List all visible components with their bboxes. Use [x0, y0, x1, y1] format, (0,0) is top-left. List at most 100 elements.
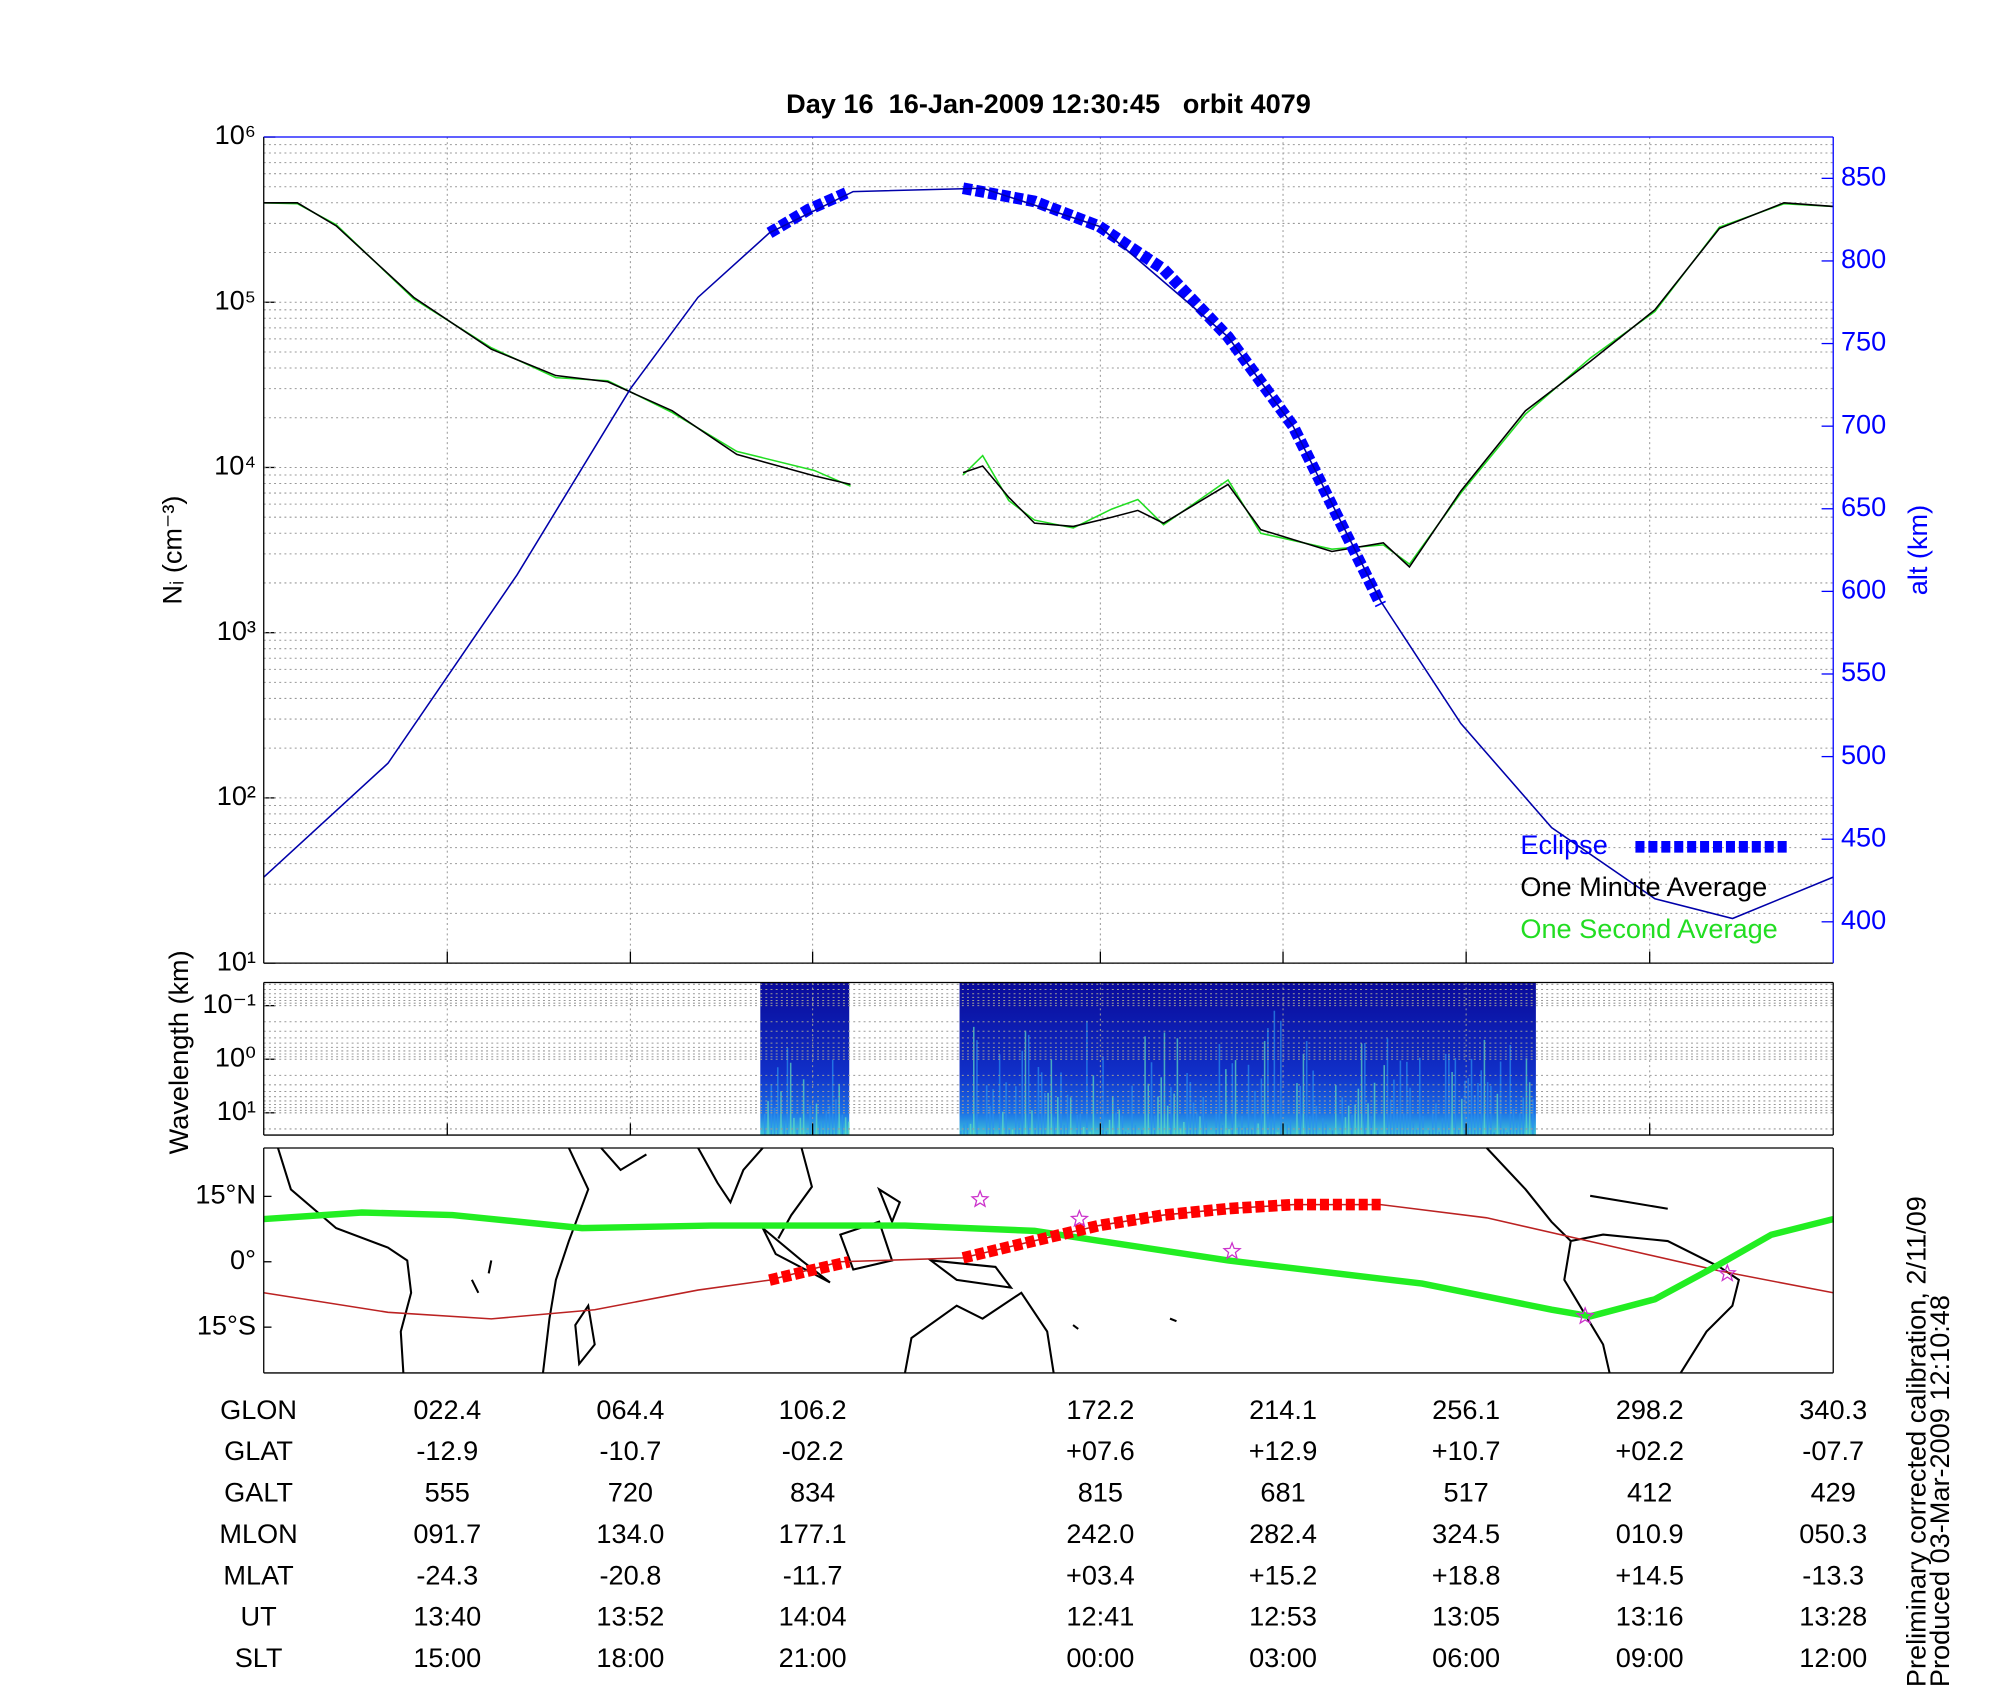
y-tick-label: 15°S — [197, 1309, 256, 1340]
y2-tick-label: 550 — [1841, 656, 1886, 687]
table-cell: 324.5 — [1432, 1518, 1500, 1549]
table-cell: 177.1 — [779, 1518, 847, 1549]
table-cell: -10.7 — [599, 1435, 661, 1466]
table-cell: -12.9 — [416, 1435, 478, 1466]
series-line — [768, 1198, 1381, 1286]
table-cell: 681 — [1260, 1477, 1305, 1508]
y2-tick-label: 500 — [1841, 739, 1886, 770]
table-cell: 12:53 — [1249, 1601, 1317, 1632]
y-tick-label: 10⁻¹ — [202, 988, 256, 1019]
table-cell: 340.3 — [1799, 1394, 1867, 1425]
y-tick-label: 15°N — [195, 1179, 256, 1210]
table-cell: -24.3 — [416, 1559, 478, 1590]
star-marker — [970, 1189, 990, 1208]
table-cell: 022.4 — [413, 1394, 481, 1425]
row-label: MLAT — [223, 1559, 293, 1590]
row-label: GLAT — [224, 1435, 293, 1466]
star-marker — [1069, 1208, 1090, 1228]
y-tick-label: 0° — [230, 1244, 256, 1275]
y-tick-label: 10⁵ — [215, 284, 256, 315]
series-line — [263, 187, 1834, 920]
table-cell: +18.8 — [1432, 1559, 1501, 1590]
coastline — [600, 1147, 764, 1205]
table-cell: 12:00 — [1799, 1642, 1867, 1673]
y2-tick-label: 700 — [1841, 408, 1886, 439]
table-cell: +07.6 — [1066, 1435, 1135, 1466]
coastline — [541, 1147, 590, 1374]
table-cell: 050.3 — [1799, 1518, 1867, 1549]
table-cell: 256.1 — [1432, 1394, 1500, 1425]
table-cell: 010.9 — [1616, 1518, 1684, 1549]
table-cell: 720 — [608, 1477, 653, 1508]
table-cell: 282.4 — [1249, 1518, 1317, 1549]
legend-label: One Second Average — [1520, 913, 1777, 944]
y-tick-label: 10³ — [217, 615, 256, 646]
y-tick-label: 10² — [217, 780, 256, 811]
y-tick-label: 10¹ — [217, 945, 256, 976]
y-tick-label: 10⁴ — [214, 450, 256, 481]
table-cell: 03:00 — [1249, 1642, 1317, 1673]
table-cell: +03.4 — [1066, 1559, 1135, 1590]
y2-tick-label: 750 — [1841, 326, 1886, 357]
table-cell: 091.7 — [413, 1518, 481, 1549]
coastline — [470, 1260, 1177, 1330]
y-axis-label: Nᵢ (cm⁻³) — [157, 496, 188, 605]
table-cell: 214.1 — [1249, 1394, 1317, 1425]
table-cell: 134.0 — [596, 1518, 664, 1549]
star-marker — [1717, 1263, 1737, 1282]
y2-tick-label: 600 — [1841, 574, 1886, 605]
table-cell: 13:52 — [596, 1601, 664, 1632]
table-cell: 815 — [1078, 1477, 1123, 1508]
table-cell: 298.2 — [1616, 1394, 1684, 1425]
y2-tick-label: 650 — [1841, 491, 1886, 522]
table-cell: 172.2 — [1066, 1394, 1134, 1425]
series-line — [263, 202, 1834, 569]
table-cell: -13.3 — [1802, 1559, 1864, 1590]
table-cell: 15:00 — [413, 1642, 481, 1673]
table-cell: 555 — [425, 1477, 470, 1508]
star-marker — [1222, 1241, 1242, 1260]
table-cell: 13:16 — [1616, 1601, 1684, 1632]
table-cell: +15.2 — [1249, 1559, 1318, 1590]
y2-tick-label: 850 — [1841, 161, 1886, 192]
table-cell: -20.8 — [599, 1559, 661, 1590]
table-cell: 064.4 — [596, 1394, 664, 1425]
y2-tick-label: 400 — [1841, 904, 1886, 935]
y-tick-label: 10¹ — [217, 1095, 256, 1126]
table-cell: 18:00 — [596, 1642, 664, 1673]
legend-label: Eclipse — [1520, 829, 1607, 860]
legend-label: One Minute Average — [1520, 871, 1767, 902]
chart-title: Day 16 16-Jan-2009 12:30:45 orbit 4079 — [786, 88, 1311, 119]
table-cell: +10.7 — [1432, 1435, 1501, 1466]
table-cell: 14:04 — [779, 1601, 847, 1632]
y-axis-label: Wavelength (km) — [163, 950, 194, 1154]
table-cell: -07.7 — [1802, 1435, 1864, 1466]
table-cell: 13:05 — [1432, 1601, 1500, 1632]
y-tick-label: 10⁶ — [215, 119, 256, 150]
row-label: SLT — [235, 1642, 283, 1673]
table-cell: -02.2 — [782, 1435, 844, 1466]
series-line — [263, 1209, 1835, 1320]
table-cell: 09:00 — [1616, 1642, 1684, 1673]
table-cell: 13:28 — [1799, 1601, 1867, 1632]
y2-tick-label: 800 — [1841, 243, 1886, 274]
note: Produced 03-Mar-2009 12:10:48 — [1924, 1295, 1955, 1687]
table-cell: 06:00 — [1432, 1642, 1500, 1673]
star-marker — [1575, 1306, 1595, 1325]
table-cell: 12:41 — [1066, 1601, 1134, 1632]
y2-axis-label: alt (km) — [1902, 505, 1933, 595]
y-tick-label: 10⁰ — [215, 1041, 256, 1072]
table-cell: 412 — [1627, 1477, 1672, 1508]
table-cell: +14.5 — [1615, 1559, 1684, 1590]
table-cell: -11.7 — [783, 1559, 843, 1590]
coastline — [903, 1291, 1055, 1374]
table-cell: 21:00 — [779, 1642, 847, 1673]
coastline — [276, 1147, 413, 1373]
table-cell: 517 — [1444, 1477, 1489, 1508]
table-cell: 242.0 — [1066, 1518, 1134, 1549]
row-label: UT — [240, 1601, 276, 1632]
row-label: GALT — [224, 1477, 293, 1508]
table-cell: 00:00 — [1066, 1642, 1134, 1673]
table-cell: 834 — [790, 1477, 835, 1508]
